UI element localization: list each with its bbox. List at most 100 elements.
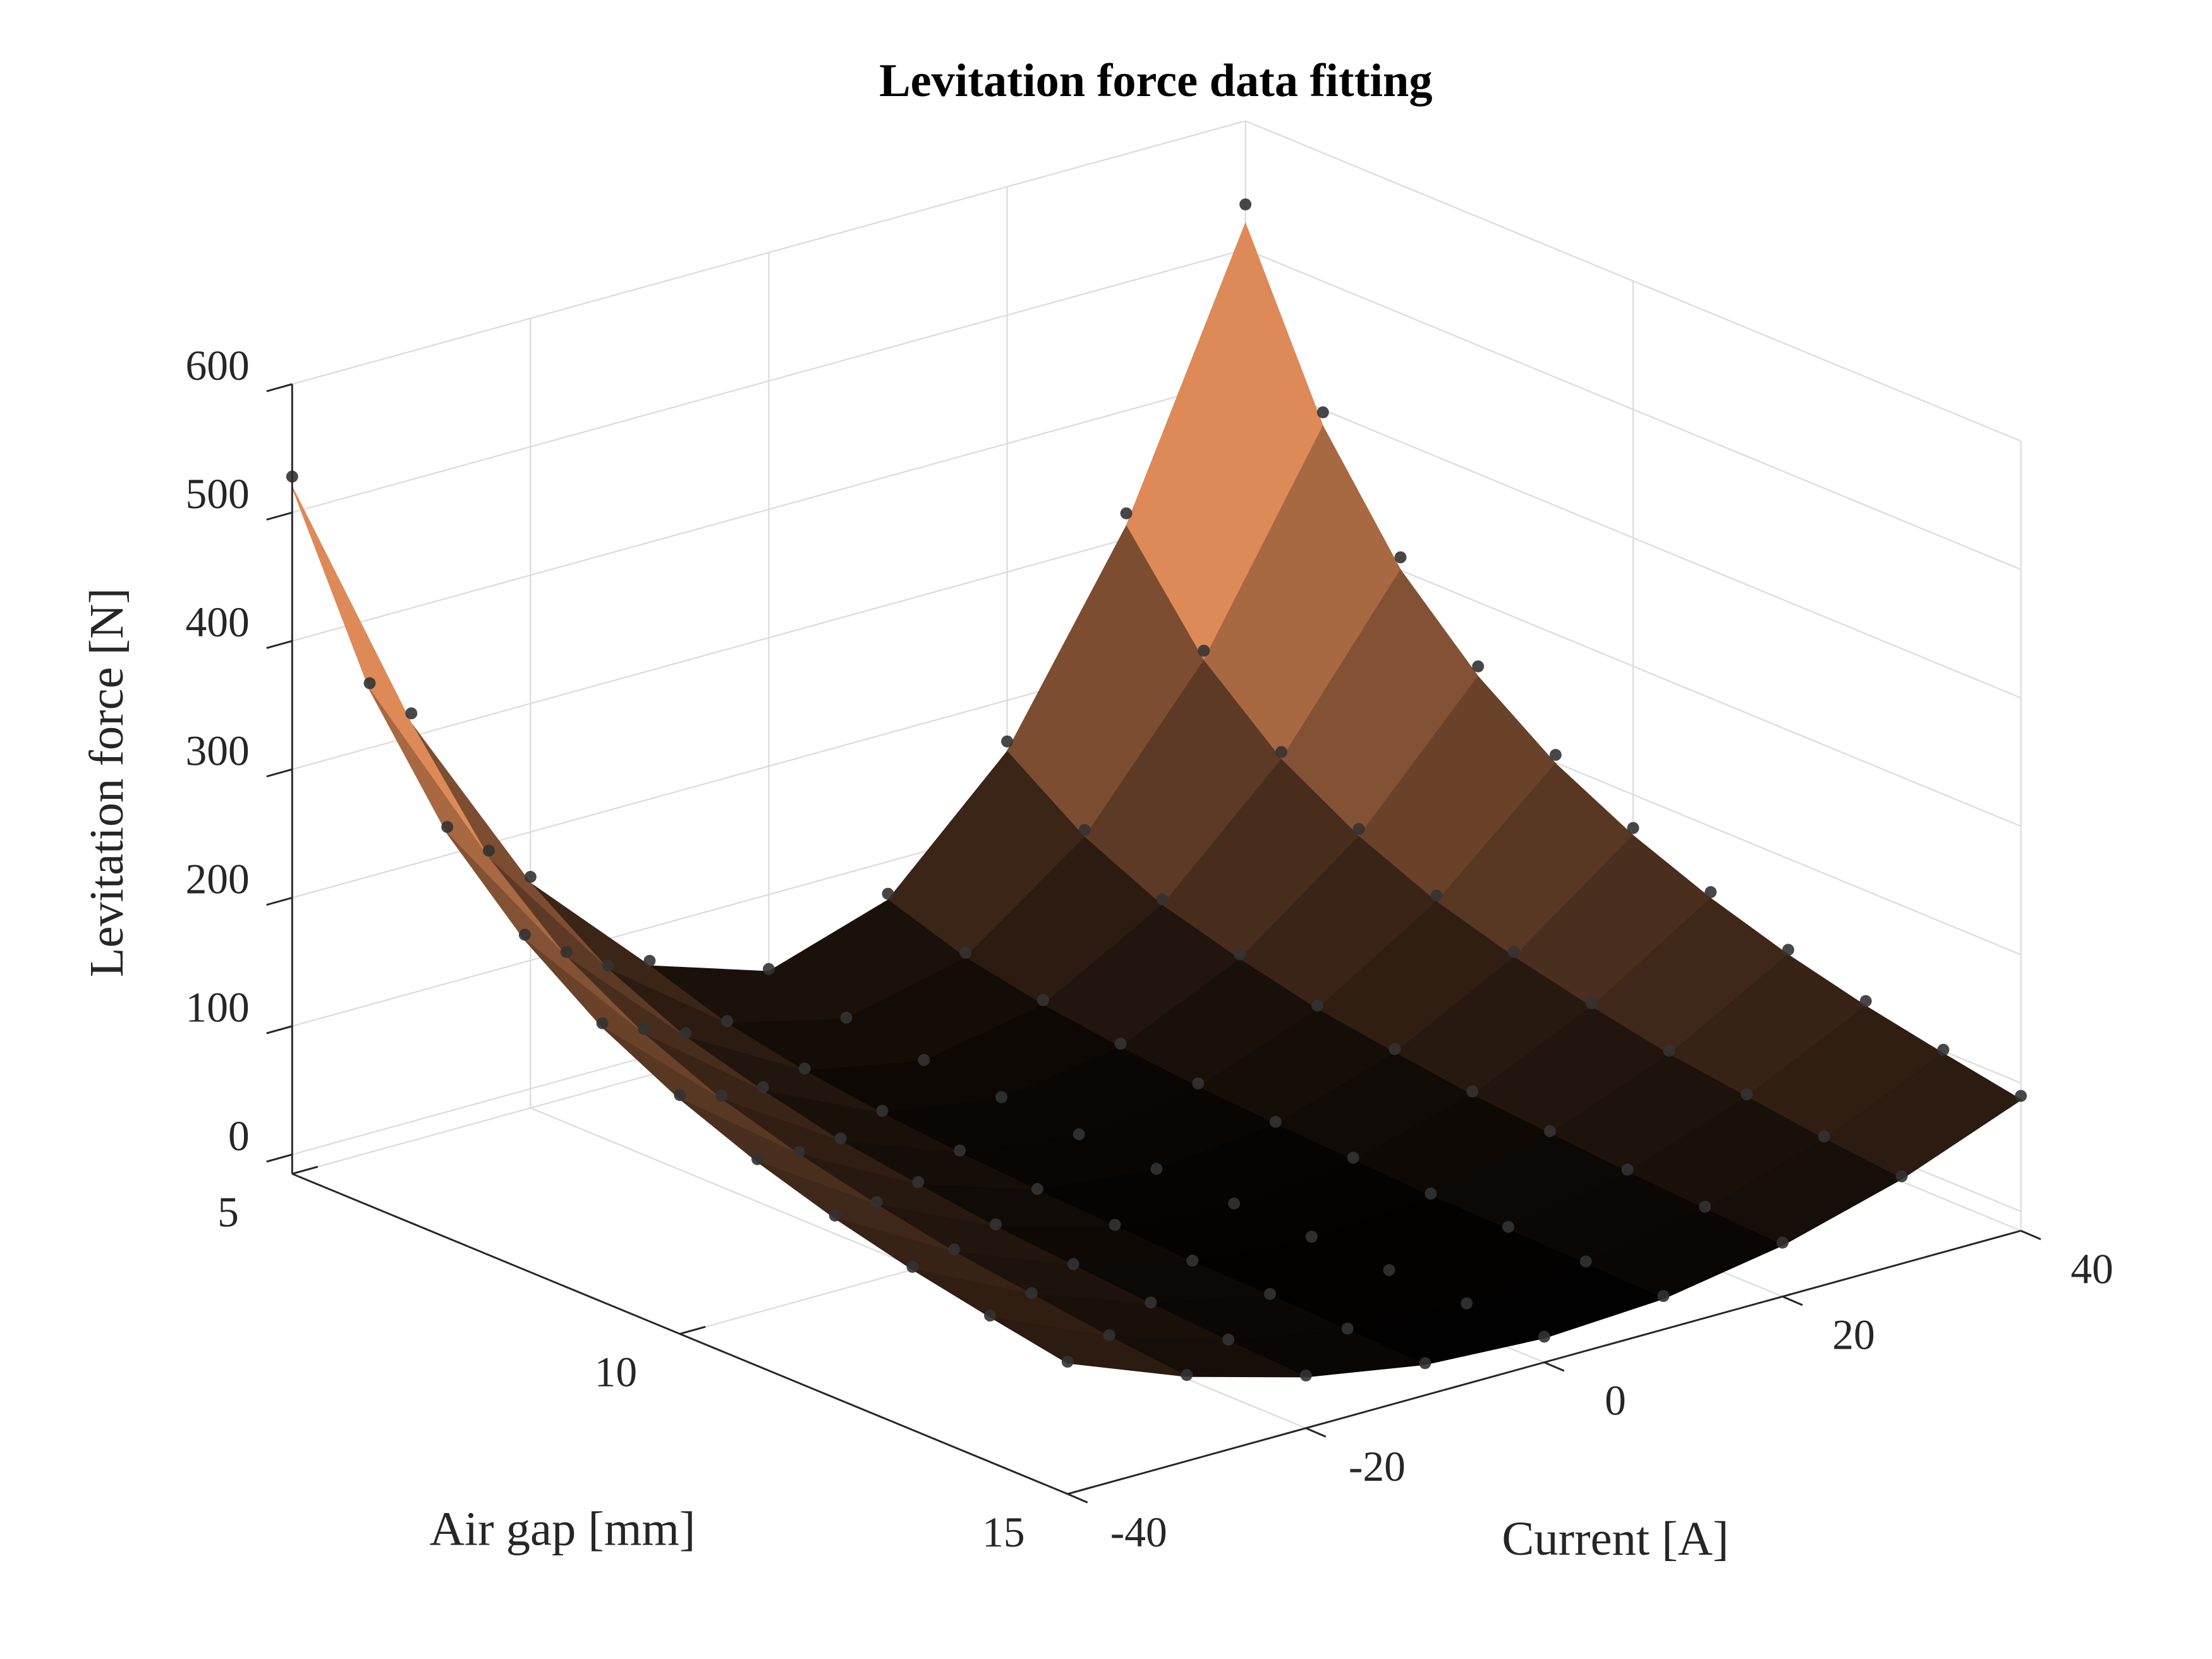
data-point — [1419, 1357, 1431, 1370]
data-point — [1270, 1115, 1282, 1128]
data-point — [674, 1089, 686, 1102]
data-point — [793, 1146, 805, 1158]
data-point — [483, 844, 495, 857]
data-point — [1061, 1356, 1074, 1368]
z-tick-label: 200 — [185, 855, 249, 902]
data-point — [1192, 1077, 1205, 1090]
data-point — [1394, 551, 1407, 564]
y-tick-label: -20 — [1349, 1443, 1406, 1490]
data-point — [1316, 406, 1329, 418]
data-point — [1114, 1037, 1127, 1050]
data-point — [1741, 1088, 1753, 1100]
data-point — [1305, 1231, 1318, 1243]
data-point — [1705, 886, 1717, 899]
data-point — [638, 1023, 650, 1035]
data-point — [1621, 1164, 1634, 1176]
data-point — [1389, 1043, 1401, 1055]
data-point — [1073, 1128, 1085, 1141]
data-point — [1156, 893, 1169, 906]
data-point — [679, 1027, 692, 1040]
z-tick-label: 0 — [228, 1112, 250, 1160]
data-point — [1508, 945, 1521, 958]
data-point — [1699, 1200, 1711, 1213]
data-point — [1181, 1369, 1193, 1382]
data-point — [1031, 1182, 1043, 1195]
data-point — [1502, 1220, 1515, 1233]
data-point — [995, 1091, 1007, 1103]
data-point — [2015, 1090, 2027, 1102]
data-point — [1777, 1236, 1789, 1249]
data-point — [984, 1310, 996, 1322]
data-point — [1347, 1152, 1359, 1164]
data-point — [1627, 822, 1639, 834]
data-point — [829, 1209, 841, 1222]
data-point — [751, 1153, 763, 1165]
data-point — [959, 947, 972, 959]
y-axis-label: Current [A] — [1502, 1512, 1729, 1565]
z-tick-label: 600 — [185, 342, 249, 389]
data-point — [721, 1015, 734, 1028]
data-point — [1472, 660, 1485, 672]
data-point — [1067, 1258, 1079, 1270]
z-tick — [266, 897, 293, 906]
x-axis-label: Air gap [mm] — [430, 1502, 696, 1555]
data-point — [1461, 1297, 1473, 1310]
x-tick-label: 10 — [595, 1349, 638, 1396]
data-point — [757, 1081, 769, 1093]
data-point — [1299, 1369, 1312, 1382]
data-point — [840, 1011, 853, 1024]
data-points — [286, 198, 2027, 1382]
data-point — [1543, 1125, 1556, 1138]
data-point — [1109, 1218, 1121, 1231]
z-tick — [266, 768, 293, 778]
data-point — [1078, 823, 1091, 836]
data-point — [1228, 1197, 1241, 1210]
z-tick — [266, 640, 293, 649]
data-point — [405, 707, 418, 720]
data-point — [1895, 1170, 1908, 1182]
data-point — [912, 1176, 925, 1188]
data-point — [1383, 1264, 1395, 1277]
y-tick — [1782, 1296, 1803, 1306]
data-point — [1549, 748, 1562, 761]
data-point — [1275, 746, 1287, 758]
data-point — [1025, 1287, 1038, 1299]
z-axis-label: Levitation force [N] — [80, 588, 133, 977]
data-point — [1538, 1330, 1550, 1343]
z-tick — [266, 1153, 293, 1163]
data-point — [1103, 1329, 1115, 1342]
data-point — [1222, 1334, 1235, 1346]
data-point — [1150, 1163, 1163, 1175]
data-point — [834, 1132, 847, 1145]
y-tick-label: 0 — [1605, 1377, 1626, 1425]
data-point — [1657, 1290, 1670, 1303]
z-tick — [266, 383, 293, 392]
data-point — [1239, 198, 1252, 210]
y-tick-label: -40 — [1110, 1509, 1167, 1556]
data-point — [1430, 889, 1443, 902]
data-point — [441, 821, 454, 833]
data-point — [870, 1196, 883, 1208]
data-point — [762, 963, 775, 975]
x-tick — [1067, 1486, 1094, 1495]
y-axis-line — [1067, 1229, 2021, 1495]
y-tick-label: 20 — [1832, 1311, 1875, 1359]
data-point — [1198, 645, 1210, 657]
z-tick — [266, 511, 293, 521]
data-point — [1001, 735, 1013, 748]
y-tick — [1543, 1361, 1565, 1372]
data-point — [1341, 1322, 1354, 1335]
chart-title: Levitation force data fitting — [879, 55, 1432, 107]
data-point — [948, 1243, 961, 1256]
data-point — [1466, 1085, 1479, 1098]
data-point — [1264, 1287, 1276, 1300]
data-point — [882, 887, 894, 900]
data-point — [1234, 948, 1246, 961]
x-tick — [291, 1165, 319, 1175]
z-tick-label: 300 — [185, 727, 249, 774]
data-point — [1145, 1296, 1157, 1309]
data-point — [518, 928, 531, 941]
data-point — [1425, 1188, 1437, 1200]
y-tick-label: 40 — [2070, 1245, 2113, 1292]
